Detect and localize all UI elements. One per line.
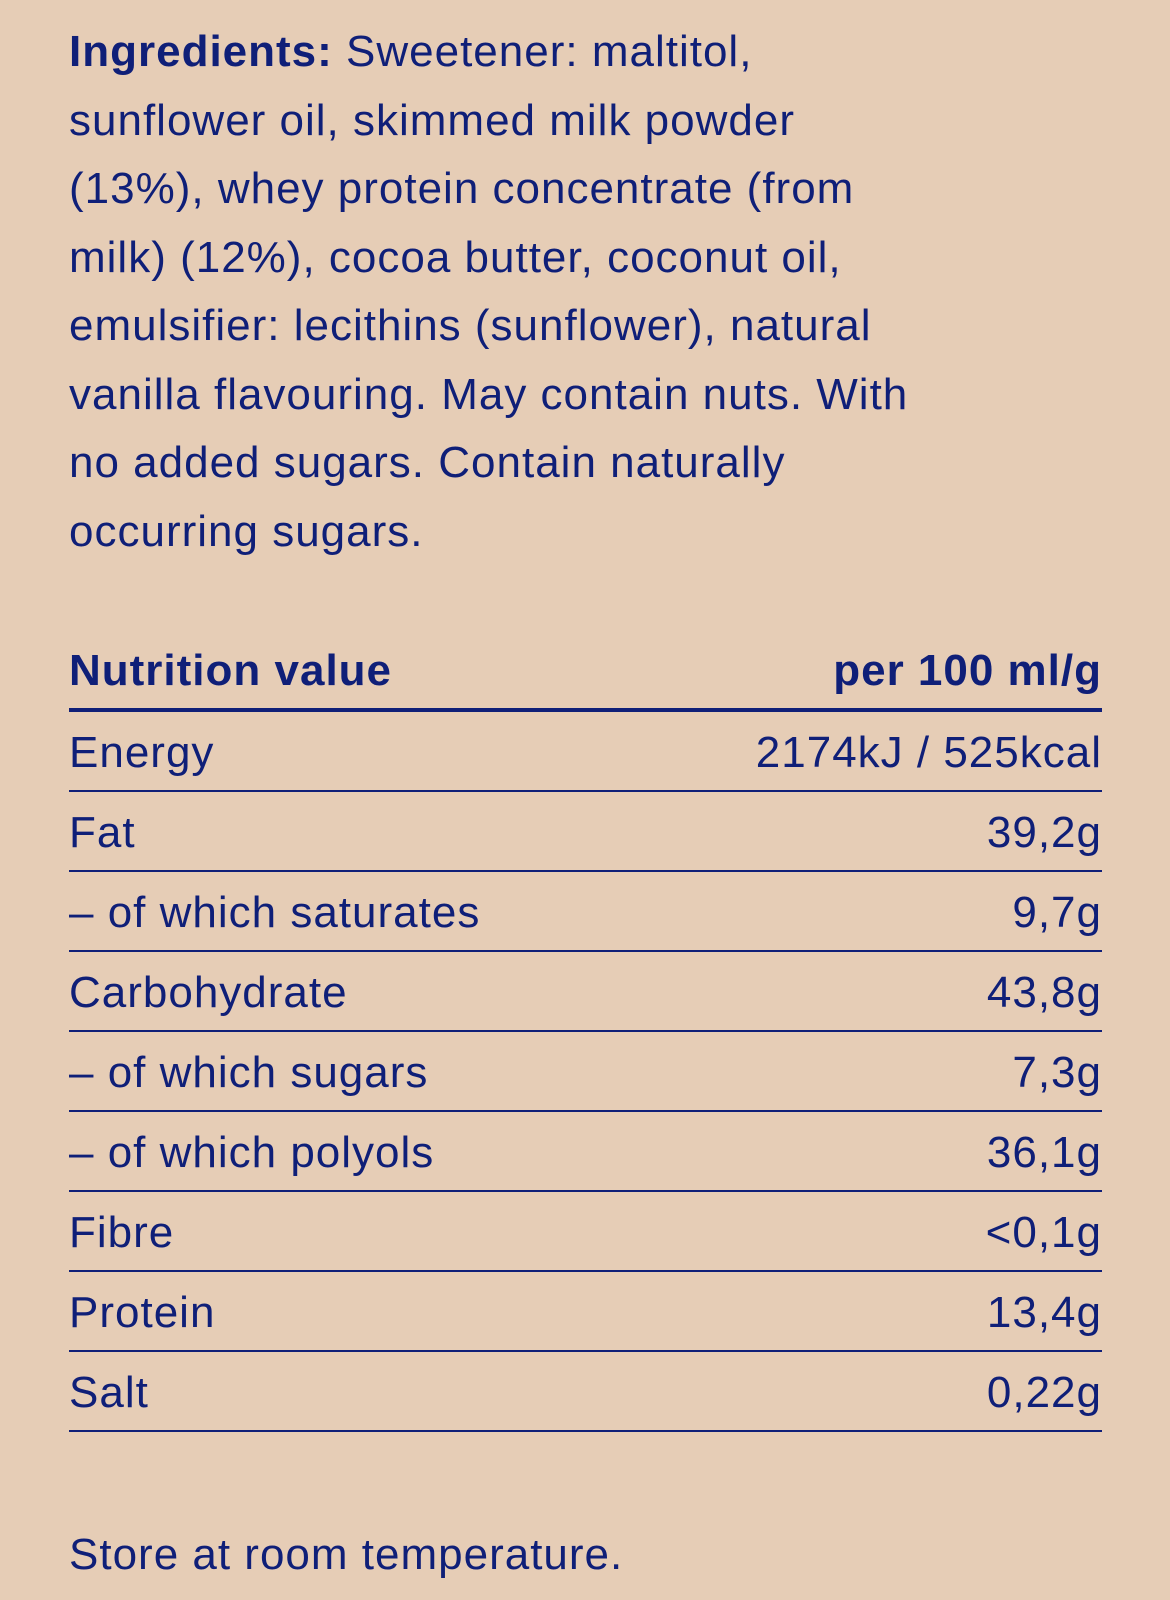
table-row: Salt 0,22g xyxy=(69,1352,1102,1432)
ingredients-label: Ingredients: xyxy=(69,27,333,76)
nutrient-label: Fat xyxy=(69,808,136,857)
nutrient-value: 9,7g xyxy=(1012,888,1102,937)
ingredients-line: emulsifier: lecithins (sunflower), natur… xyxy=(69,301,872,350)
storage-instructions: Store at room temperature. xyxy=(69,1530,624,1579)
nutrient-value: 39,2g xyxy=(986,808,1102,857)
nutrient-label: Energy xyxy=(69,728,215,777)
ingredients-line-text: Sweetener: maltitol, xyxy=(332,27,753,76)
nutrient-value: 13,4g xyxy=(986,1288,1102,1337)
nutrient-label: – of which saturates xyxy=(69,888,481,937)
nutrient-value: 43,8g xyxy=(986,968,1102,1017)
table-row: Energy 2174kJ / 525kcal xyxy=(69,712,1102,792)
header-value: per 100 ml/g xyxy=(833,646,1102,695)
nutrient-value: 7,3g xyxy=(1012,1048,1102,1097)
table-row: Protein 13,4g xyxy=(69,1272,1102,1352)
nutrient-value: 2174kJ / 525kcal xyxy=(755,728,1102,777)
table-row: – of which saturates 9,7g xyxy=(69,872,1102,952)
nutrient-value: <0,1g xyxy=(985,1208,1102,1257)
table-row: – of which sugars 7,3g xyxy=(69,1032,1102,1112)
ingredients-text: Ingredients: Sweetener: maltitol, sunflo… xyxy=(69,18,1129,566)
nutrient-value: 36,1g xyxy=(986,1128,1102,1177)
nutrient-label: Protein xyxy=(69,1288,216,1337)
nutrient-label: Fibre xyxy=(69,1208,175,1257)
nutrient-label: – of which polyols xyxy=(69,1128,435,1177)
ingredients-line: Ingredients: Sweetener: maltitol, xyxy=(69,18,1129,87)
ingredients-line: vanilla flavouring. May contain nuts. Wi… xyxy=(69,369,909,419)
table-row: Fat 39,2g xyxy=(69,792,1102,872)
nutrient-label: Salt xyxy=(69,1368,149,1417)
ingredients-line: occurring sugars. xyxy=(69,506,424,556)
nutrient-label: – of which sugars xyxy=(69,1048,429,1097)
ingredients-line: milk) (12%), cocoa butter, coconut oil, xyxy=(69,232,842,282)
table-row: Fibre <0,1g xyxy=(69,1192,1102,1272)
nutrient-label: Carbohydrate xyxy=(69,968,348,1017)
table-row: – of which polyols 36,1g xyxy=(69,1112,1102,1192)
ingredients-line: (13%), whey protein concentrate (from xyxy=(69,164,855,213)
nutrition-table: Nutrition value per 100 ml/g Energy 2174k… xyxy=(69,630,1102,1432)
ingredients-line: sunflower oil, skimmed milk powder xyxy=(69,95,795,145)
ingredients-line: no added sugars. Contain naturally xyxy=(69,438,786,487)
header-label: Nutrition value xyxy=(69,646,393,695)
nutrient-value: 0,22g xyxy=(986,1368,1102,1417)
nutrition-table-header: Nutrition value per 100 ml/g xyxy=(69,630,1102,712)
table-row: Carbohydrate 43,8g xyxy=(69,952,1102,1032)
